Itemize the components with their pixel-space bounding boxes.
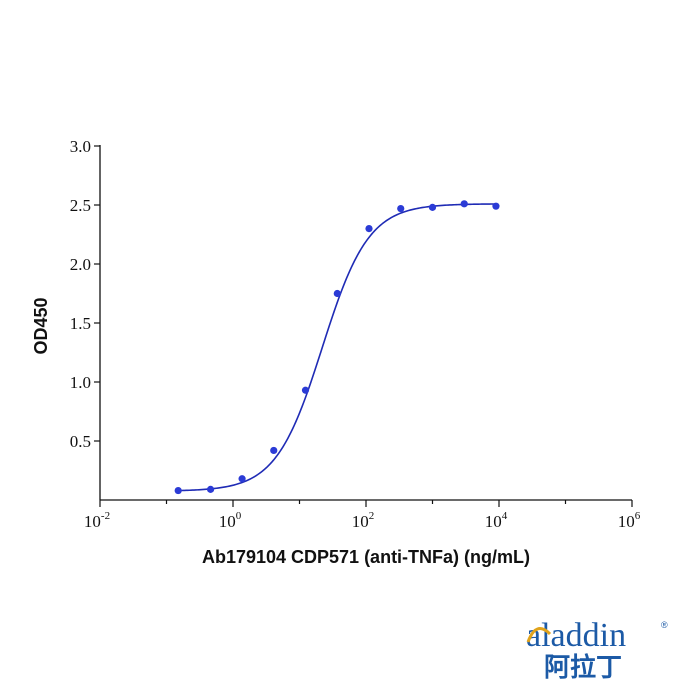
y-tick-label: 0.5 <box>70 432 91 451</box>
x-tick-label: 102 <box>352 510 375 531</box>
logo-wordmark: aladdin <box>526 617 626 654</box>
data-point <box>333 289 341 298</box>
data-point <box>301 386 310 394</box>
x-axis-label: Ab179104 CDP571 (anti-TNFa) (ng/mL) <box>202 547 530 567</box>
data-point <box>365 225 373 233</box>
data-point <box>492 202 500 210</box>
data-point <box>428 203 437 211</box>
x-tick-label: 106 <box>618 510 641 531</box>
y-tick-label: 1.5 <box>70 314 91 333</box>
x-tick-label: 10-2 <box>84 510 110 531</box>
logo-swoosh <box>526 627 552 643</box>
data-point <box>397 204 405 213</box>
y-tick-label: 2.5 <box>70 196 91 215</box>
y-axis-label: OD450 <box>31 297 51 354</box>
data-point <box>460 200 468 208</box>
data-point <box>270 446 278 455</box>
data-point <box>238 475 246 483</box>
axes <box>99 145 632 501</box>
data-point <box>174 486 182 495</box>
y-tick-label: 2.0 <box>70 255 91 274</box>
data-point <box>206 485 215 493</box>
x-tick-label: 100 <box>219 510 242 531</box>
y-tick-label: 1.0 <box>70 373 91 392</box>
y-tick-label: 3.0 <box>70 137 91 156</box>
logo-registered: ® <box>661 620 668 630</box>
x-tick-label: 104 <box>485 510 508 531</box>
aladdin-logo: aladdin ® 阿拉丁 <box>526 617 668 680</box>
ticks: 0.5 1.0 1.5 2.0 2.5 3.0 10-2 100 102 104 106 <box>70 137 641 531</box>
fit-curve <box>178 203 496 492</box>
data-points <box>174 200 500 495</box>
logo-chinese: 阿拉丁 <box>544 652 622 680</box>
